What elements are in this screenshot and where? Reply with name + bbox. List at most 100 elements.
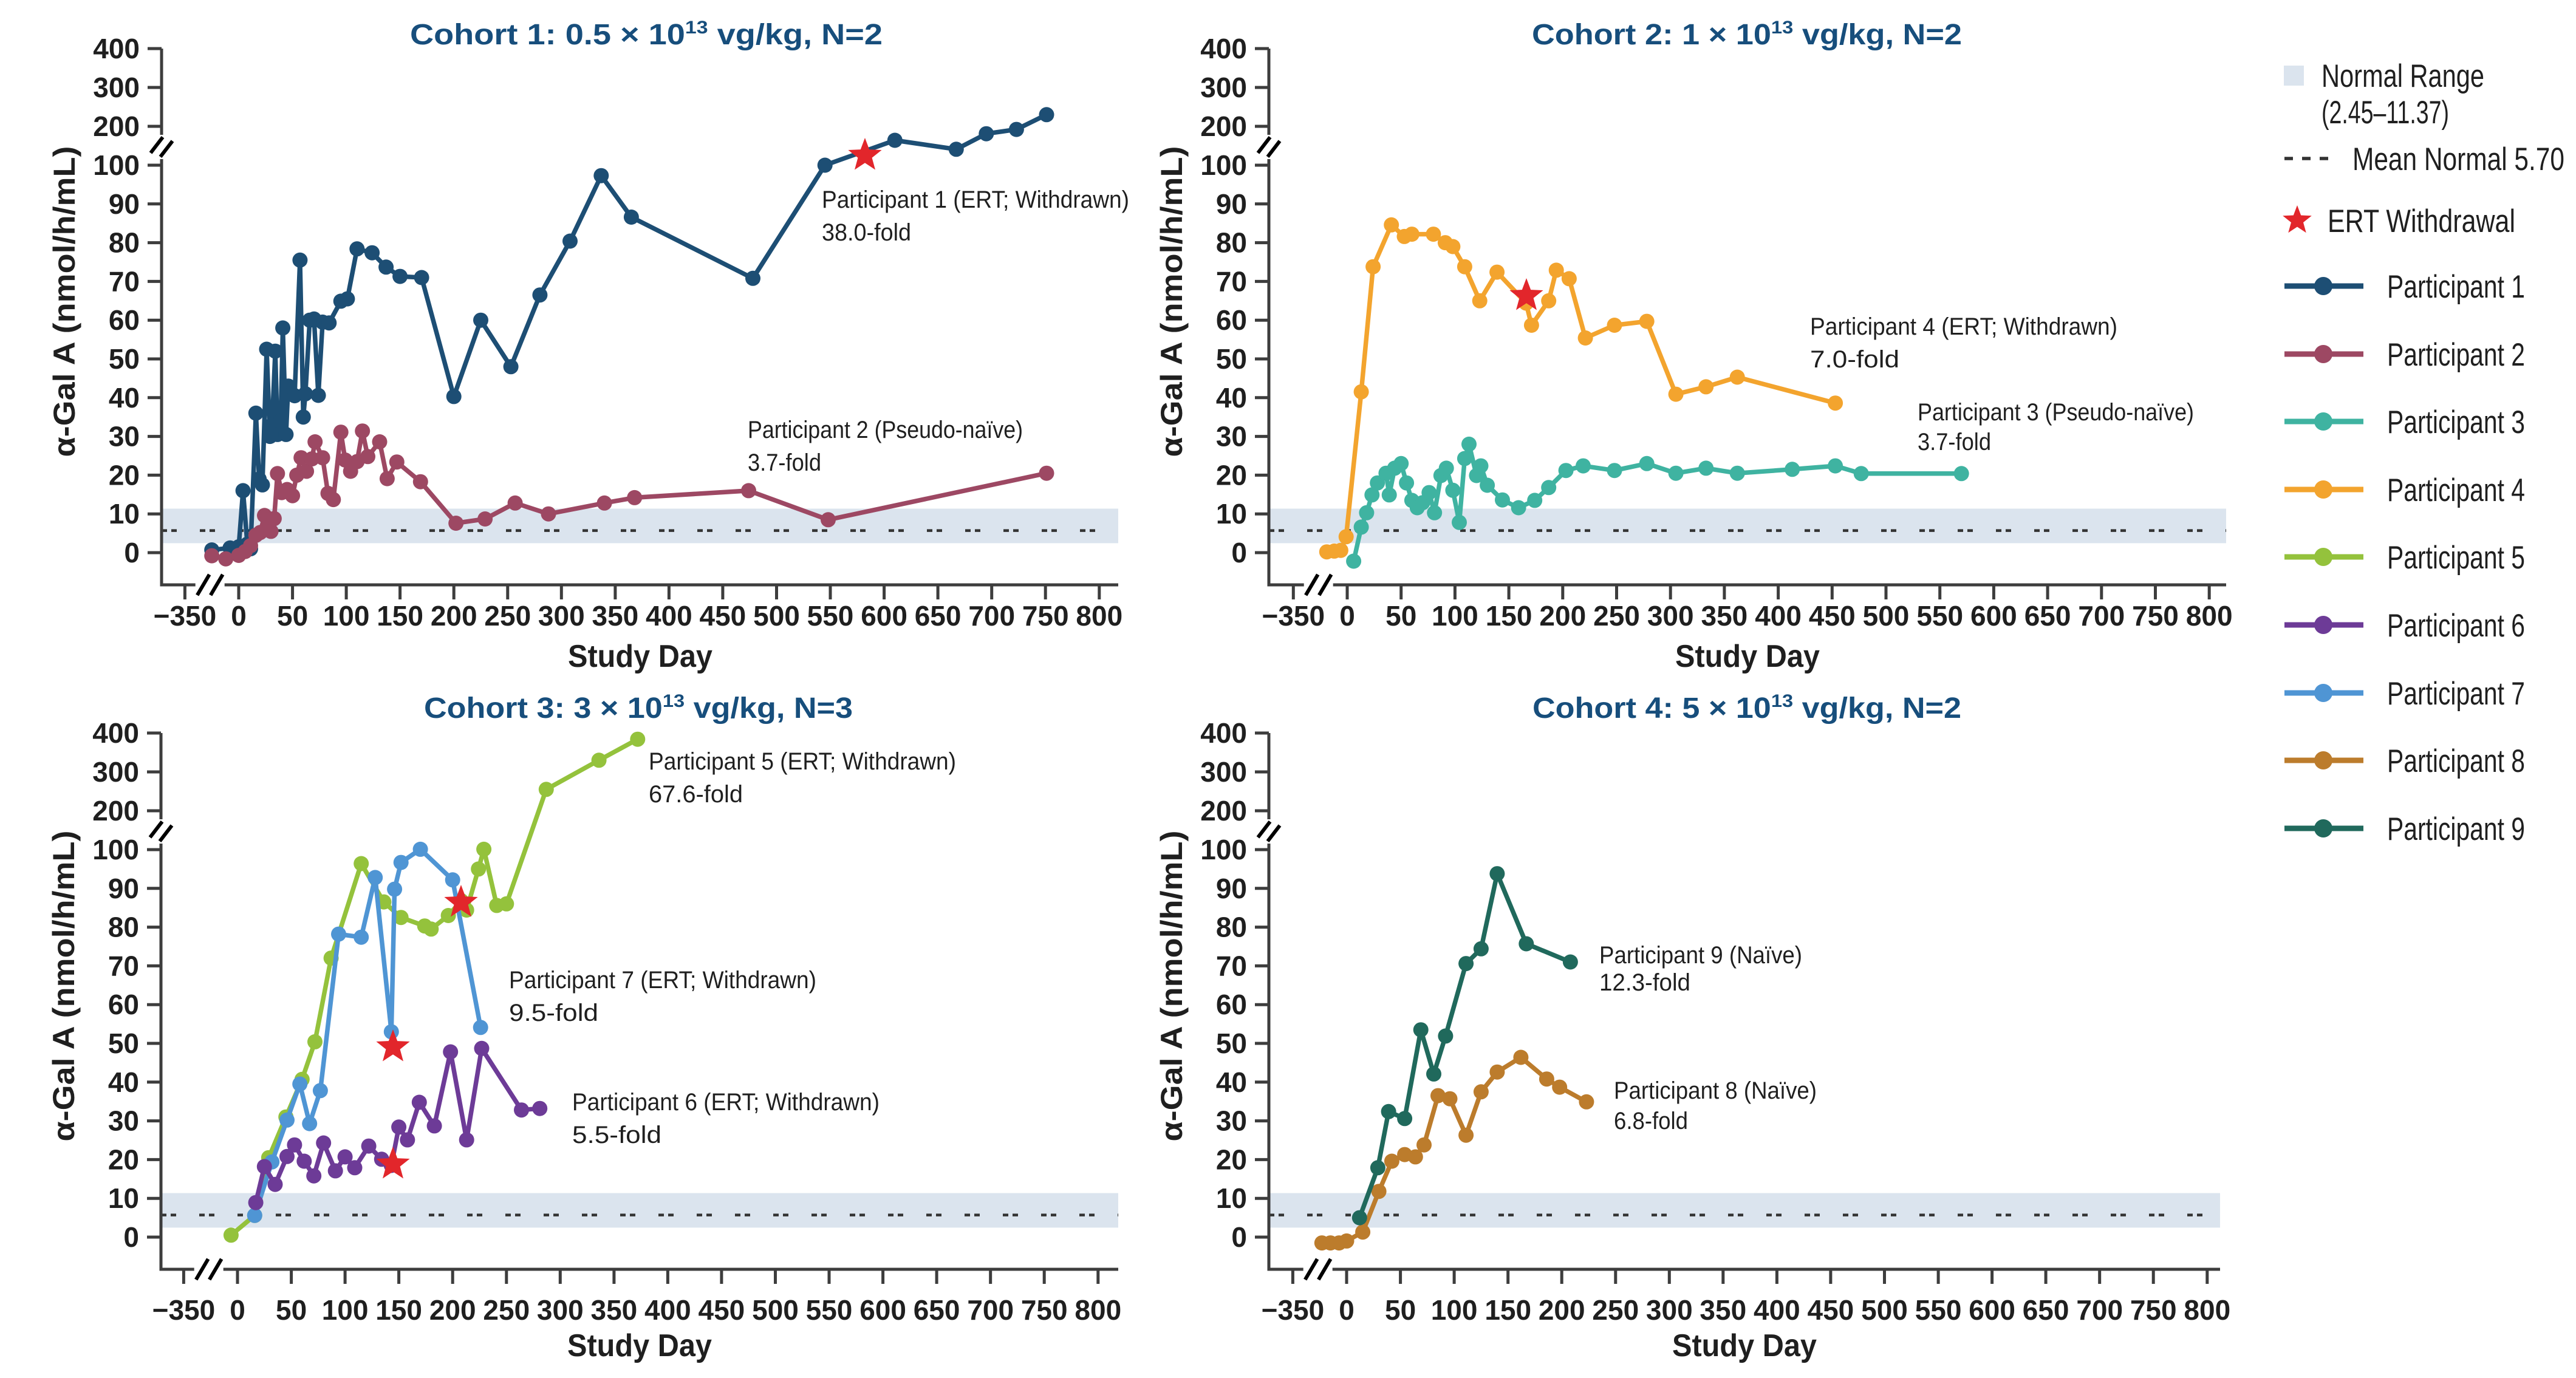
svg-text:400: 400 [1200,717,1247,749]
svg-text:800: 800 [2186,600,2233,632]
svg-text:20: 20 [1216,459,1247,491]
svg-text:20: 20 [1216,1144,1247,1175]
svg-text:Normal Range: Normal Range [2321,58,2484,94]
svg-text:100: 100 [323,600,370,632]
svg-text:400: 400 [1755,600,1802,632]
svg-text:650: 650 [915,600,962,632]
svg-text:10: 10 [109,498,140,530]
svg-text:100: 100 [1432,600,1478,632]
svg-text:70: 70 [1216,950,1247,981]
svg-text:Study Day: Study Day [567,1328,712,1363]
svg-text:650: 650 [2023,1294,2069,1326]
svg-text:α-Gal A (nmol/h/mL): α-Gal A (nmol/h/mL) [47,146,81,457]
svg-text:350: 350 [591,1294,638,1326]
svg-text:Participant 4: Participant 4 [2387,472,2525,508]
svg-text:9.5-fold: 9.5-fold [509,1000,598,1026]
svg-text:450: 450 [699,1294,745,1326]
svg-text:Participant 5 (ERT; Withdrawn): Participant 5 (ERT; Withdrawn) [649,748,956,775]
svg-text:600: 600 [859,1294,906,1326]
svg-text:650: 650 [2024,600,2071,632]
svg-text:20: 20 [108,1144,139,1175]
svg-text:Participant 7 (ERT; Withdrawn): Participant 7 (ERT; Withdrawn) [509,967,816,994]
svg-text:300: 300 [1200,72,1247,103]
svg-text:0: 0 [230,1294,245,1326]
svg-text:12.3-fold: 12.3-fold [1599,969,1690,996]
svg-text:ERT Withdrawal: ERT Withdrawal [2328,203,2515,239]
svg-text:600: 600 [1970,600,2017,632]
svg-text:200: 200 [429,1294,476,1326]
svg-text:600: 600 [1969,1294,2015,1326]
svg-text:0: 0 [1231,537,1247,568]
svg-text:300: 300 [538,600,585,632]
svg-text:300: 300 [1646,1294,1693,1326]
svg-text:100: 100 [1200,149,1247,181]
svg-text:100: 100 [322,1294,369,1326]
svg-text:Participant 3 (Pseudo-naïve): Participant 3 (Pseudo-naïve) [1918,399,2194,426]
svg-text:70: 70 [1216,265,1247,297]
svg-text:550: 550 [807,600,854,632]
svg-text:500: 500 [1863,600,1910,632]
svg-text:500: 500 [753,600,800,632]
svg-text:250: 250 [484,600,531,632]
svg-text:−350: −350 [1262,600,1325,632]
svg-text:150: 150 [377,600,423,632]
svg-text:750: 750 [2130,1294,2177,1326]
svg-text:Participant 9 (Naïve): Participant 9 (Naïve) [1599,942,1802,969]
svg-text:40: 40 [1216,382,1247,414]
svg-text:800: 800 [1074,1294,1121,1326]
svg-text:550: 550 [1916,600,1963,632]
svg-text:60: 60 [1216,304,1247,336]
svg-text:600: 600 [861,600,907,632]
svg-text:200: 200 [1200,111,1247,142]
svg-text:300: 300 [1200,756,1247,788]
svg-text:30: 30 [1216,421,1247,452]
svg-text:750: 750 [2132,600,2179,632]
svg-text:150: 150 [375,1294,422,1326]
svg-text:90: 90 [108,873,139,904]
svg-text:200: 200 [93,111,140,142]
svg-text:50: 50 [276,1294,307,1326]
svg-text:400: 400 [644,1294,691,1326]
svg-text:0: 0 [1339,600,1355,632]
svg-text:−350: −350 [1262,1294,1325,1326]
svg-text:α-Gal A (nmol/h/mL): α-Gal A (nmol/h/mL) [47,831,81,1142]
svg-text:Participant 8: Participant 8 [2387,743,2525,779]
svg-text:90: 90 [1216,873,1247,904]
svg-text:60: 60 [1216,989,1247,1020]
svg-text:80: 80 [109,227,140,259]
svg-text:0: 0 [123,1221,139,1253]
svg-text:100: 100 [1431,1294,1478,1326]
svg-text:60: 60 [109,304,140,336]
svg-text:50: 50 [1216,1028,1247,1059]
svg-text:40: 40 [1216,1066,1247,1098]
svg-text:500: 500 [752,1294,799,1326]
svg-text:800: 800 [1076,600,1122,632]
svg-text:300: 300 [92,756,139,788]
svg-text:700: 700 [967,1294,1014,1326]
svg-text:400: 400 [1754,1294,1800,1326]
svg-text:20: 20 [109,459,140,491]
svg-text:Participant 6 (ERT; Withdrawn): Participant 6 (ERT; Withdrawn) [572,1089,880,1116]
svg-text:0: 0 [1339,1294,1355,1326]
svg-text:38.0-fold: 38.0-fold [822,219,911,246]
svg-text:150: 150 [1486,600,1532,632]
svg-text:50: 50 [1385,600,1416,632]
svg-text:400: 400 [92,717,139,749]
svg-text:70: 70 [109,265,140,297]
svg-text:80: 80 [1216,912,1247,943]
svg-text:500: 500 [1861,1294,1908,1326]
svg-text:6.8-fold: 6.8-fold [1614,1108,1688,1134]
svg-text:Participant 7: Participant 7 [2387,676,2525,712]
svg-text:Participant 9: Participant 9 [2387,811,2525,847]
svg-text:350: 350 [1701,600,1748,632]
svg-text:50: 50 [1385,1294,1416,1326]
svg-text:30: 30 [108,1105,139,1137]
svg-text:200: 200 [431,600,477,632]
svg-text:40: 40 [108,1066,139,1098]
svg-text:800: 800 [2184,1294,2230,1326]
svg-text:400: 400 [93,33,140,64]
svg-text:350: 350 [1700,1294,1746,1326]
